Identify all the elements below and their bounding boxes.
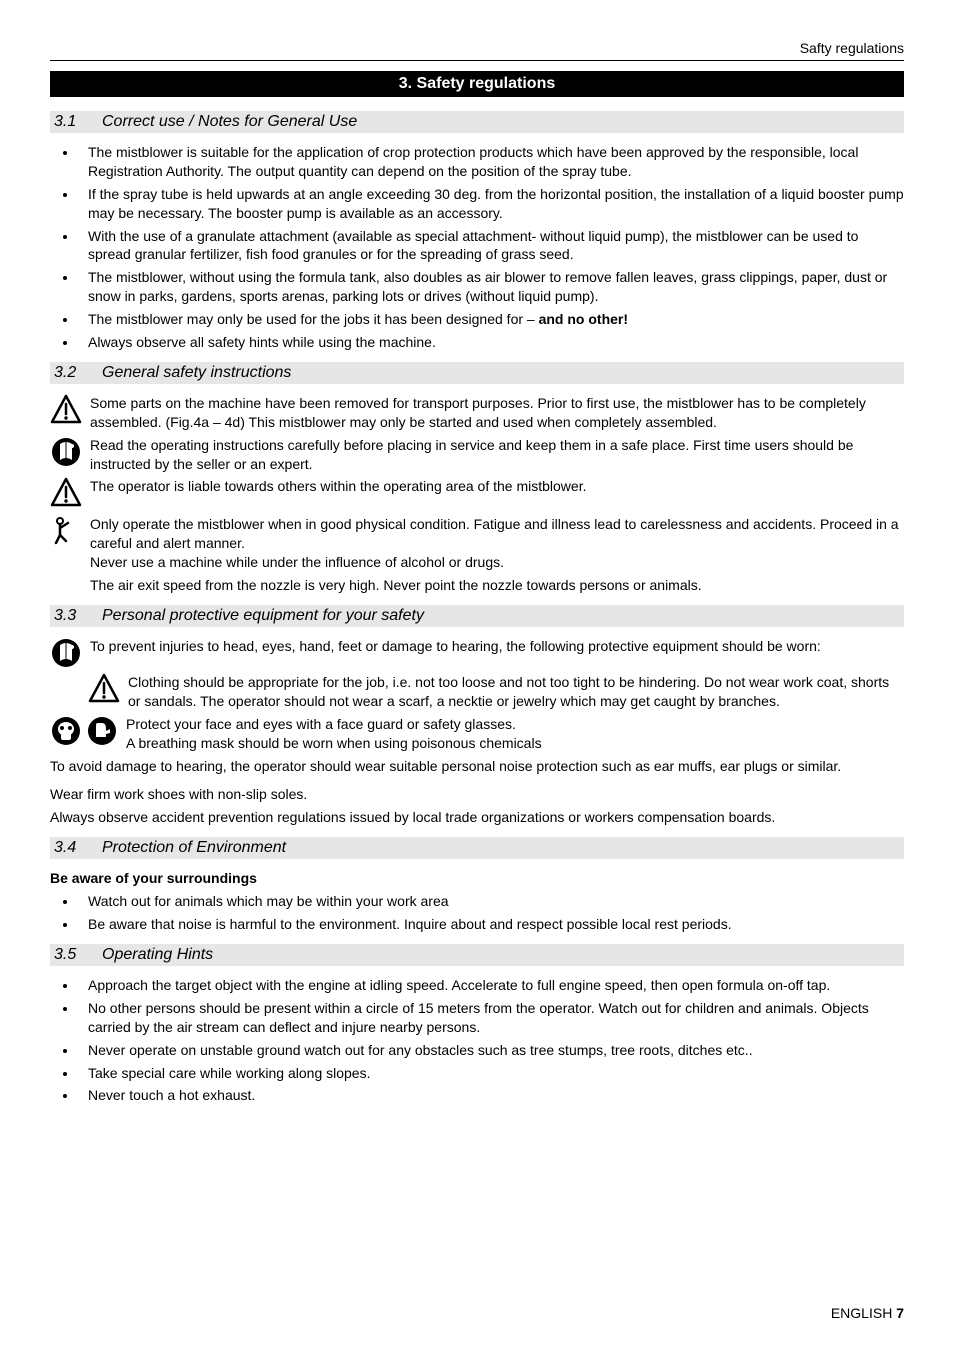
- list-item: The mistblower may only be used for the …: [78, 310, 904, 329]
- paragraph: Always observe accident prevention regul…: [50, 808, 904, 827]
- paragraph: Some parts on the machine have been remo…: [90, 394, 904, 432]
- subsection-title: Personal protective equipment for your s…: [102, 607, 424, 625]
- paragraph: Only operate the mistblower when in good…: [90, 515, 904, 553]
- paragraph: The operator is liable towards others wi…: [90, 477, 904, 496]
- list-item: Approach the target object with the engi…: [78, 976, 904, 995]
- read-manual-icon: [50, 436, 82, 468]
- subsection-number: 3.1: [54, 113, 102, 131]
- subsection-3-2-heading: 3.2 General safety instructions: [50, 362, 904, 384]
- subsection-3-4-heading: 3.4 Protection of Environment: [50, 837, 904, 859]
- paragraph: A breathing mask should be worn when usi…: [126, 734, 904, 753]
- subsection-title: Operating Hints: [102, 946, 213, 964]
- mask-gloves-block: Protect your face and eyes with a face g…: [50, 715, 904, 753]
- paragraph: To avoid damage to hearing, the operator…: [50, 757, 904, 776]
- paragraph: Never use a machine while under the infl…: [90, 553, 904, 572]
- s34-list: Watch out for animals which may be withi…: [50, 892, 904, 934]
- section-title: 3. Safety regulations: [50, 71, 904, 97]
- subsection-number: 3.2: [54, 364, 102, 382]
- subsection-3-3-heading: 3.3 Personal protective equipment for yo…: [50, 605, 904, 627]
- subsection-number: 3.4: [54, 839, 102, 857]
- paragraph: To prevent injuries to head, eyes, hand,…: [90, 637, 904, 656]
- read-manual-icon: [50, 637, 82, 669]
- subsection-number: 3.3: [54, 607, 102, 625]
- fitness-block: Only operate the mistblower when in good…: [50, 515, 904, 595]
- warning-icon: [88, 673, 120, 705]
- page-number: 7: [896, 1305, 904, 1321]
- paragraph: Read the operating instructions carefull…: [90, 436, 904, 474]
- paragraph: Protect your face and eyes with a face g…: [126, 715, 904, 734]
- running-head: Safty regulations: [50, 40, 904, 56]
- person-fitness-icon: [50, 515, 82, 547]
- list-item: Take special care while working along sl…: [78, 1064, 904, 1083]
- clothing-block: Clothing should be appropriate for the j…: [88, 673, 904, 711]
- subsection-title: General safety instructions: [102, 364, 291, 382]
- list-item: The mistblower, without using the formul…: [78, 268, 904, 306]
- page-footer: ENGLISH 7: [831, 1305, 904, 1321]
- warn-block-2: The operator is liable towards others wi…: [50, 477, 904, 509]
- paragraph: Wear firm work shoes with non-slip soles…: [50, 785, 904, 804]
- subsection-3-1-heading: 3.1 Correct use / Notes for General Use: [50, 111, 904, 133]
- gloves-icon: [86, 715, 118, 747]
- list-item: With the use of a granulate attachment (…: [78, 227, 904, 265]
- bold-subhead: Be aware of your surroundings: [50, 869, 904, 888]
- list-item: Always observe all safety hints while us…: [78, 333, 904, 352]
- paragraph: Clothing should be appropriate for the j…: [128, 673, 904, 711]
- warning-icon: [50, 477, 82, 509]
- paragraph: The air exit speed from the nozzle is ve…: [90, 576, 904, 595]
- list-item: Never touch a hot exhaust.: [78, 1086, 904, 1105]
- s35-list: Approach the target object with the engi…: [50, 976, 904, 1105]
- warn-block: Some parts on the machine have been remo…: [50, 394, 904, 432]
- list-item: Be aware that noise is harmful to the en…: [78, 915, 904, 934]
- list-item: Watch out for animals which may be withi…: [78, 892, 904, 911]
- list-item: The mistblower is suitable for the appli…: [78, 143, 904, 181]
- subsection-3-5-heading: 3.5 Operating Hints: [50, 944, 904, 966]
- subsection-title: Protection of Environment: [102, 839, 286, 857]
- list-item: If the spray tube is held upwards at an …: [78, 185, 904, 223]
- list-item: No other persons should be present withi…: [78, 999, 904, 1037]
- subsection-number: 3.5: [54, 946, 102, 964]
- warning-icon: [50, 394, 82, 426]
- subsection-title: Correct use / Notes for General Use: [102, 113, 357, 131]
- manual-block-2: To prevent injuries to head, eyes, hand,…: [50, 637, 904, 669]
- face-mask-icon: [50, 715, 82, 747]
- header-rule: [50, 60, 904, 61]
- s31-list: The mistblower is suitable for the appli…: [50, 143, 904, 352]
- manual-block: Read the operating instructions carefull…: [50, 436, 904, 474]
- footer-label: ENGLISH: [831, 1305, 896, 1321]
- list-item: Never operate on unstable ground watch o…: [78, 1041, 904, 1060]
